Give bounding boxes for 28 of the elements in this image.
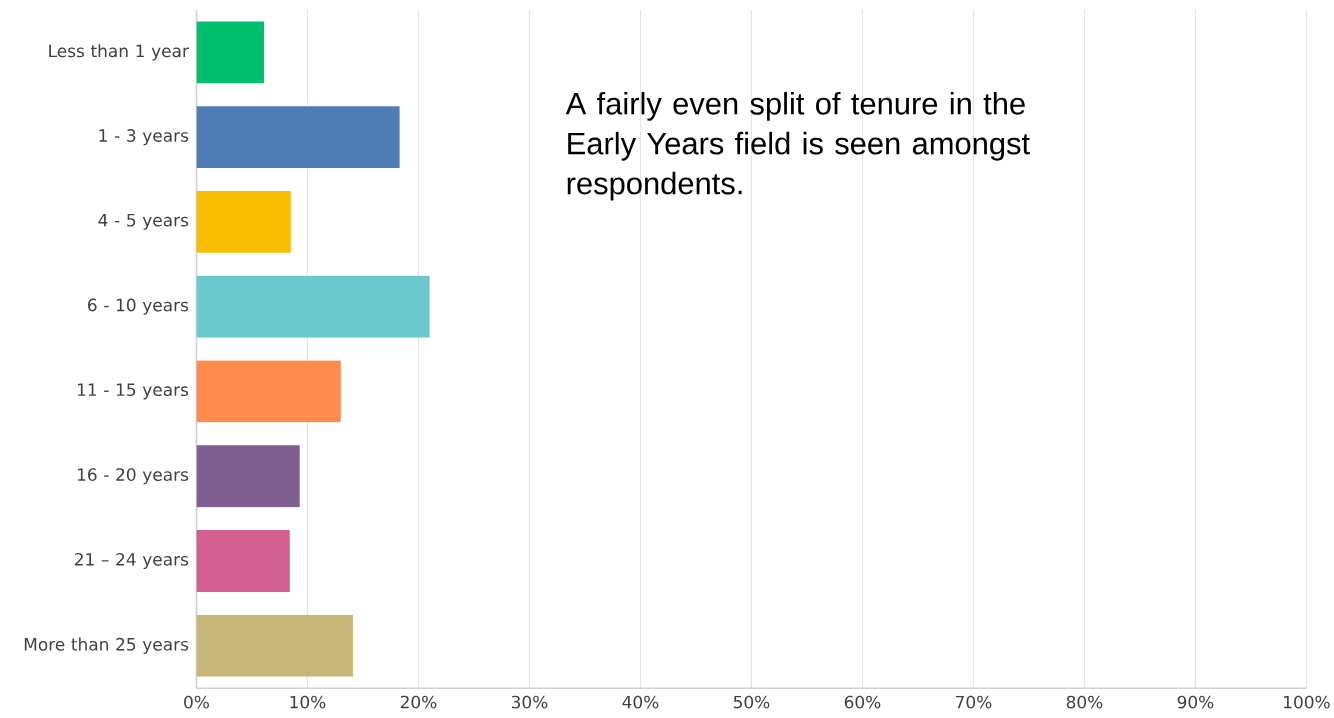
y-tick-label: 11 - 15 years	[77, 383, 189, 400]
x-tick-label: 100%	[1284, 695, 1330, 709]
x-tick-label: 20%	[400, 695, 437, 709]
y-tick-label: 16 - 20 years	[77, 468, 189, 485]
bar	[196, 614, 353, 677]
bar	[196, 190, 291, 253]
y-tick-label: 4 - 5 years	[98, 213, 189, 230]
y-tick-label: 1 - 3 years	[99, 129, 189, 146]
x-tick-label: 30%	[511, 695, 548, 709]
bar	[196, 445, 300, 508]
y-tick-label: More than 25 years	[24, 637, 189, 654]
bar	[196, 360, 341, 423]
x-tick-label: 50%	[733, 695, 770, 709]
x-tick-label: 10%	[290, 695, 326, 709]
x-tick-label: 40%	[622, 695, 659, 709]
y-tick-label: Less than 1 year	[49, 44, 189, 61]
x-tick-label: 90%	[1177, 695, 1214, 709]
bar	[196, 21, 265, 84]
x-tick-label: 60%	[844, 695, 881, 709]
y-tick-label: 21 – 24 years	[74, 552, 189, 570]
x-tick-label: 0%	[184, 695, 209, 709]
x-tick-label: 80%	[1066, 695, 1103, 709]
annotation: A fairly even split of tenure in the Early Years field is seen amongst respondents.	[565, 91, 1030, 201]
y-tick-label: 6 - 10 years	[88, 298, 189, 315]
bar	[196, 530, 290, 592]
bar	[196, 275, 430, 338]
x-tick-label: 70%	[956, 695, 992, 709]
bar	[196, 106, 400, 169]
